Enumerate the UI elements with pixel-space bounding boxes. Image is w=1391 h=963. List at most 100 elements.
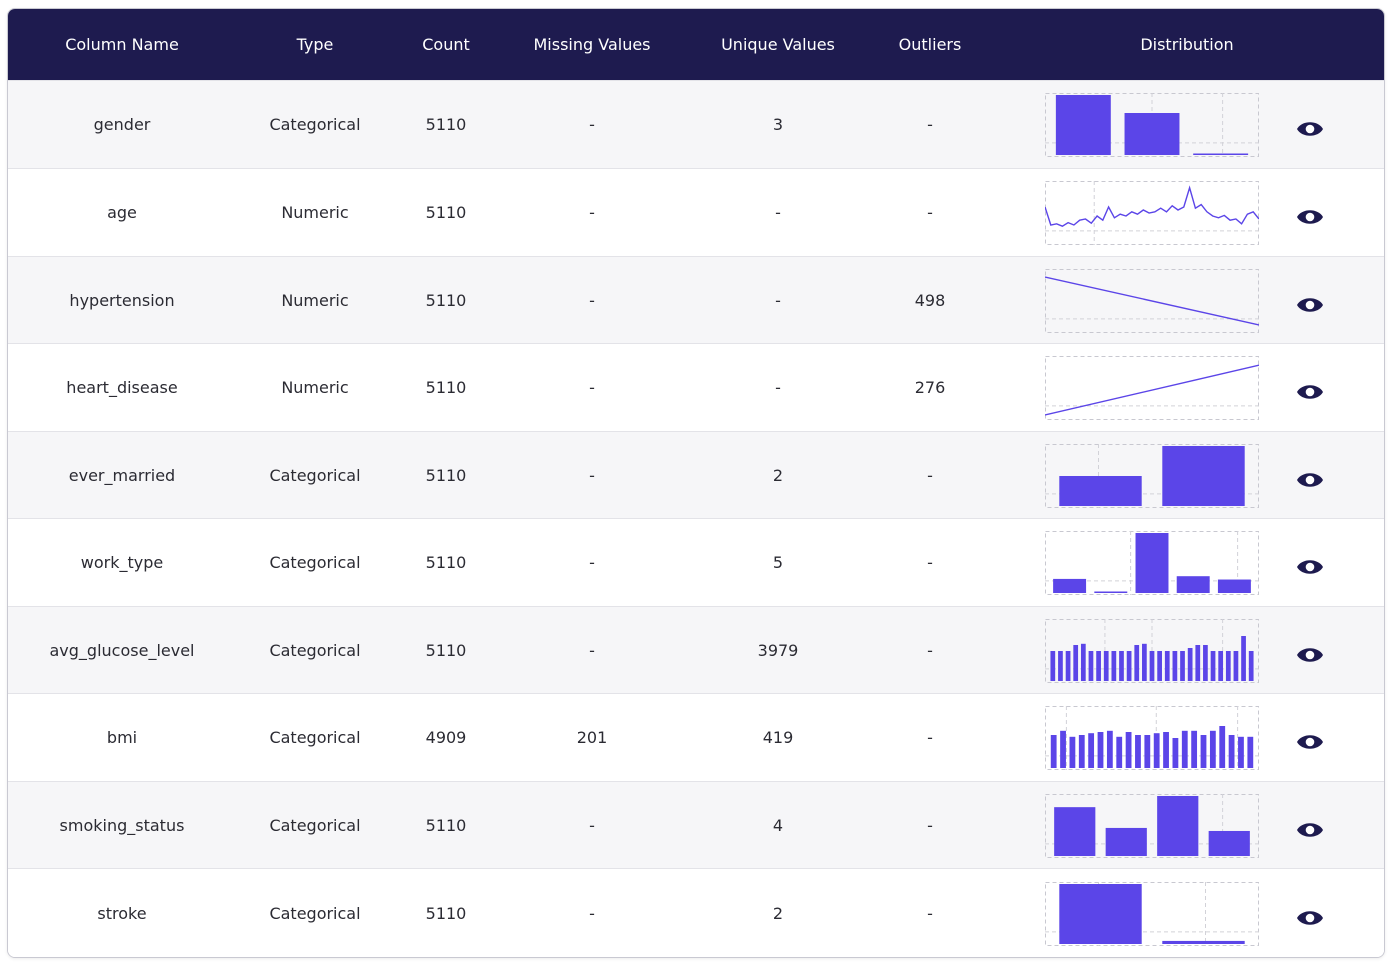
type-cell: Categorical — [269, 728, 361, 747]
count-cell: 5110 — [425, 203, 467, 222]
sparkline-bar — [1144, 735, 1151, 768]
sparkline-frame — [1045, 444, 1259, 508]
missing-values-cell: - — [589, 203, 595, 222]
type-cell: Categorical — [269, 815, 361, 835]
unique-values-cell: - — [775, 203, 781, 222]
type-cell: Numeric — [281, 203, 349, 222]
type-cell: Numeric — [281, 378, 349, 397]
unique-values-cell: - — [775, 290, 781, 310]
sparkline-bar — [1209, 730, 1216, 768]
unique-values-cell: 3979 — [757, 640, 799, 660]
count-cell: 5110 — [425, 553, 467, 572]
sparkline-frame — [1045, 356, 1259, 420]
table-row: avg_glucose_level Categorical 5110 - 3979 - — [8, 606, 1384, 693]
sparkline-bar — [1210, 651, 1216, 681]
count-cell: 5110 — [425, 290, 467, 310]
sparkline-bar — [1124, 113, 1180, 155]
distribution-sparkline — [1045, 93, 1259, 157]
view-details-eye-icon[interactable] — [1296, 206, 1324, 228]
outliers-cell: - — [927, 815, 933, 835]
sparkline-bar — [1233, 651, 1239, 681]
outliers-cell: - — [927, 465, 933, 485]
missing-values-cell: - — [589, 815, 595, 835]
view-details-eye-icon[interactable] — [1296, 294, 1324, 316]
sparkline-bar — [1134, 645, 1140, 681]
outliers-cell: - — [927, 203, 933, 222]
header-column-name[interactable]: Column Name — [65, 35, 179, 54]
outliers-cell: - — [927, 903, 933, 923]
sparkline-bar — [1218, 651, 1224, 681]
count-cell: 5110 — [425, 815, 467, 835]
missing-values-cell: - — [589, 290, 595, 310]
missing-values-cell: 201 — [576, 728, 608, 747]
sparkline-bar — [1195, 645, 1201, 681]
unique-values-cell: 4 — [772, 815, 784, 835]
sparkline-bar — [1164, 651, 1170, 681]
type-cell: Numeric — [281, 290, 349, 310]
sparkline-bar — [1181, 730, 1188, 768]
distribution-sparkline — [1045, 269, 1259, 333]
distribution-sparkline — [1045, 706, 1259, 770]
sparkline-bar — [1080, 643, 1086, 681]
sparkline-bar — [1055, 95, 1111, 155]
sparkline-bar — [1193, 153, 1249, 155]
unique-values-cell: 2 — [772, 903, 784, 923]
header-count[interactable]: Count — [422, 35, 470, 54]
sparkline-bar — [1058, 651, 1063, 681]
distribution-sparkline — [1045, 356, 1259, 420]
view-details-eye-icon[interactable] — [1296, 381, 1324, 403]
header-distribution[interactable]: Distribution — [1140, 35, 1234, 54]
sparkline-bar — [1180, 651, 1185, 681]
view-details-eye-icon[interactable] — [1296, 469, 1324, 491]
type-cell: Categorical — [269, 115, 361, 134]
column-name-cell: work_type — [80, 553, 164, 572]
sparkline-frame — [1045, 181, 1259, 245]
sparkline-bar — [1050, 735, 1057, 768]
sparkline-bar — [1157, 796, 1199, 856]
sparkline-line — [1045, 276, 1259, 326]
table-row: bmi Categorical 4909 201 419 - — [8, 693, 1384, 781]
sparkline-bar — [1153, 733, 1160, 768]
view-details-eye-icon[interactable] — [1296, 819, 1324, 841]
sparkline-bar — [1135, 533, 1169, 593]
sparkline-bar — [1162, 446, 1245, 506]
table-header: Column Name Type Count Missing Values Un… — [8, 9, 1384, 80]
view-details-eye-icon[interactable] — [1296, 644, 1324, 666]
sparkline-bar — [1088, 733, 1095, 768]
sparkline-bar — [1069, 736, 1076, 768]
table-row: work_type Categorical 5110 - 5 - — [8, 518, 1384, 606]
view-details-eye-icon[interactable] — [1296, 731, 1324, 753]
type-cell: Categorical — [269, 553, 361, 572]
distribution-sparkline — [1045, 444, 1259, 508]
header-missing-values[interactable]: Missing Values — [533, 35, 651, 54]
column-name-cell: heart_disease — [66, 378, 178, 397]
sparkline-bar — [1187, 648, 1193, 681]
distribution-sparkline — [1045, 882, 1259, 946]
missing-values-cell: - — [589, 465, 595, 485]
table-row: hypertension Numeric 5110 - - 498 — [8, 256, 1384, 343]
sparkline-bar — [1172, 738, 1179, 768]
outliers-cell: 498 — [914, 290, 946, 310]
column-name-cell: gender — [93, 115, 151, 134]
sparkline-bar — [1208, 830, 1250, 856]
type-cell: Categorical — [269, 465, 361, 485]
header-unique-values[interactable]: Unique Values — [721, 35, 835, 54]
sparkline-bar — [1248, 651, 1254, 681]
count-cell: 5110 — [425, 640, 467, 660]
sparkline-bar — [1054, 807, 1096, 856]
table-row: age Numeric 5110 - - - — [8, 168, 1384, 256]
sparkline-bar — [1097, 732, 1104, 768]
sparkline-bar — [1073, 645, 1079, 681]
sparkline-bar — [1163, 732, 1169, 768]
header-outliers[interactable]: Outliers — [898, 35, 962, 54]
column-name-cell: smoking_status — [59, 815, 185, 835]
view-details-eye-icon[interactable] — [1296, 907, 1324, 929]
table-row: gender Categorical 5110 - 3 - — [8, 80, 1384, 168]
header-type[interactable]: Type — [296, 35, 334, 54]
sparkline-bar — [1105, 827, 1147, 856]
sparkline-bar — [1157, 651, 1162, 681]
view-details-eye-icon[interactable] — [1296, 118, 1324, 140]
view-details-eye-icon[interactable] — [1296, 556, 1324, 578]
count-cell: 5110 — [425, 903, 467, 923]
missing-values-cell: - — [589, 378, 595, 397]
